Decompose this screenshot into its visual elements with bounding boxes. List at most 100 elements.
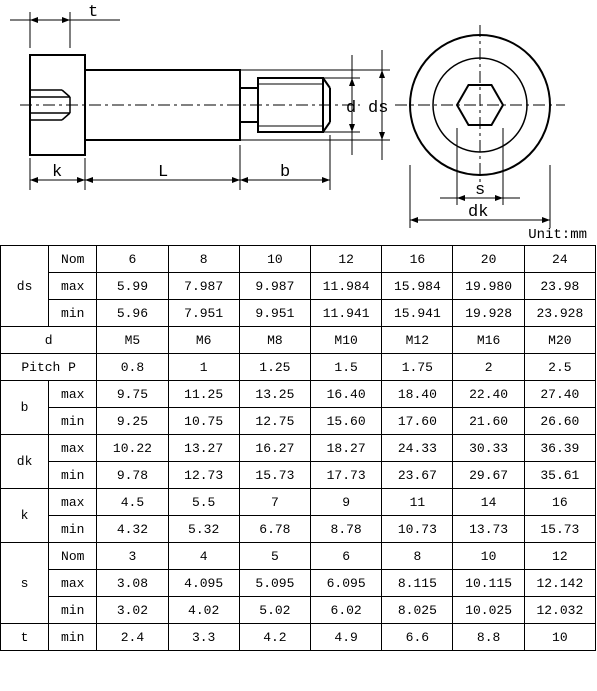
table-cell: 8.025 bbox=[382, 597, 453, 624]
row-sublabel: max bbox=[49, 381, 97, 408]
table-cell: 9.78 bbox=[97, 462, 168, 489]
table-cell: 24 bbox=[524, 246, 595, 273]
bolt-diagram: t k L b d ds bbox=[0, 0, 597, 240]
table-cell: 8 bbox=[168, 246, 239, 273]
row-label: Pitch P bbox=[1, 354, 97, 381]
table-cell: 13.73 bbox=[453, 516, 524, 543]
row-sublabel: min bbox=[49, 597, 97, 624]
table-cell: 16.40 bbox=[311, 381, 382, 408]
table-cell: 19.928 bbox=[453, 300, 524, 327]
dim-L: L bbox=[158, 163, 168, 182]
row-label: b bbox=[1, 381, 49, 435]
table-cell: 10 bbox=[524, 624, 595, 651]
table-cell: 4.2 bbox=[239, 624, 310, 651]
table-cell: M10 bbox=[311, 327, 382, 354]
table-cell: 5.32 bbox=[168, 516, 239, 543]
table-cell: 36.39 bbox=[524, 435, 595, 462]
row-sublabel: max bbox=[49, 570, 97, 597]
table-cell: 6.78 bbox=[239, 516, 310, 543]
dim-d: d bbox=[346, 99, 356, 118]
row-sublabel: max bbox=[49, 273, 97, 300]
table-cell: 23.928 bbox=[524, 300, 595, 327]
table-cell: 2.4 bbox=[97, 624, 168, 651]
table-cell: 23.67 bbox=[382, 462, 453, 489]
table-cell: 5.02 bbox=[239, 597, 310, 624]
table-cell: M12 bbox=[382, 327, 453, 354]
table-cell: 4.095 bbox=[168, 570, 239, 597]
table-cell: 6 bbox=[311, 543, 382, 570]
table-cell: 10.75 bbox=[168, 408, 239, 435]
table-cell: 10 bbox=[239, 246, 310, 273]
table-cell: 4.02 bbox=[168, 597, 239, 624]
table-cell: M6 bbox=[168, 327, 239, 354]
table-cell: 12 bbox=[524, 543, 595, 570]
table-cell: 4 bbox=[168, 543, 239, 570]
table-cell: 18.27 bbox=[311, 435, 382, 462]
table-cell: 6 bbox=[97, 246, 168, 273]
table-cell: 6.02 bbox=[311, 597, 382, 624]
table-cell: 0.8 bbox=[97, 354, 168, 381]
table-cell: 5.99 bbox=[97, 273, 168, 300]
table-cell: 12.142 bbox=[524, 570, 595, 597]
dim-s: s bbox=[475, 181, 485, 200]
dim-dk: dk bbox=[468, 203, 488, 222]
table-cell: 1.75 bbox=[382, 354, 453, 381]
row-label: k bbox=[1, 489, 49, 543]
table-cell: 4.9 bbox=[311, 624, 382, 651]
table-cell: 9.951 bbox=[239, 300, 310, 327]
row-sublabel: min bbox=[49, 408, 97, 435]
dim-t: t bbox=[88, 3, 98, 22]
table-cell: 5.5 bbox=[168, 489, 239, 516]
table-cell: 15.73 bbox=[239, 462, 310, 489]
table-cell: 19.980 bbox=[453, 273, 524, 300]
table-cell: 16.27 bbox=[239, 435, 310, 462]
table-cell: 15.984 bbox=[382, 273, 453, 300]
table-cell: 8 bbox=[382, 543, 453, 570]
table-cell: 12.032 bbox=[524, 597, 595, 624]
table-cell: 12.73 bbox=[168, 462, 239, 489]
table-cell: 15.73 bbox=[524, 516, 595, 543]
table-cell: 6.095 bbox=[311, 570, 382, 597]
table-cell: 3.08 bbox=[97, 570, 168, 597]
table-cell: 30.33 bbox=[453, 435, 524, 462]
row-sublabel: max bbox=[49, 489, 97, 516]
row-label: t bbox=[1, 624, 49, 651]
table-cell: 13.27 bbox=[168, 435, 239, 462]
table-cell: 21.60 bbox=[453, 408, 524, 435]
table-cell: 3.02 bbox=[97, 597, 168, 624]
table-cell: 12 bbox=[311, 246, 382, 273]
table-cell: 10.73 bbox=[382, 516, 453, 543]
table-cell: M20 bbox=[524, 327, 595, 354]
table-cell: 24.33 bbox=[382, 435, 453, 462]
row-sublabel: min bbox=[49, 300, 97, 327]
table-cell: 1.5 bbox=[311, 354, 382, 381]
table-cell: 4.5 bbox=[97, 489, 168, 516]
table-cell: 17.73 bbox=[311, 462, 382, 489]
table-cell: 10.025 bbox=[453, 597, 524, 624]
table-cell: 3.3 bbox=[168, 624, 239, 651]
table-cell: 35.61 bbox=[524, 462, 595, 489]
row-sublabel: Nom bbox=[49, 543, 97, 570]
table-cell: 15.941 bbox=[382, 300, 453, 327]
table-cell: 26.60 bbox=[524, 408, 595, 435]
row-sublabel: max bbox=[49, 435, 97, 462]
table-cell: 7.951 bbox=[168, 300, 239, 327]
table-cell: 23.98 bbox=[524, 273, 595, 300]
table-cell: 7.987 bbox=[168, 273, 239, 300]
table-cell: 20 bbox=[453, 246, 524, 273]
table-cell: 15.60 bbox=[311, 408, 382, 435]
row-label: d bbox=[1, 327, 97, 354]
table-cell: M8 bbox=[239, 327, 310, 354]
row-sublabel: min bbox=[49, 624, 97, 651]
table-cell: 3 bbox=[97, 543, 168, 570]
table-cell: 8.115 bbox=[382, 570, 453, 597]
table-cell: 22.40 bbox=[453, 381, 524, 408]
table-cell: 5.095 bbox=[239, 570, 310, 597]
table-cell: 11.941 bbox=[311, 300, 382, 327]
table-cell: 7 bbox=[239, 489, 310, 516]
table-cell: 1 bbox=[168, 354, 239, 381]
table-cell: M16 bbox=[453, 327, 524, 354]
table-cell: 9.987 bbox=[239, 273, 310, 300]
row-label: dk bbox=[1, 435, 49, 489]
dimensions-table: dsNom681012162024max5.997.9879.98711.984… bbox=[0, 245, 596, 651]
